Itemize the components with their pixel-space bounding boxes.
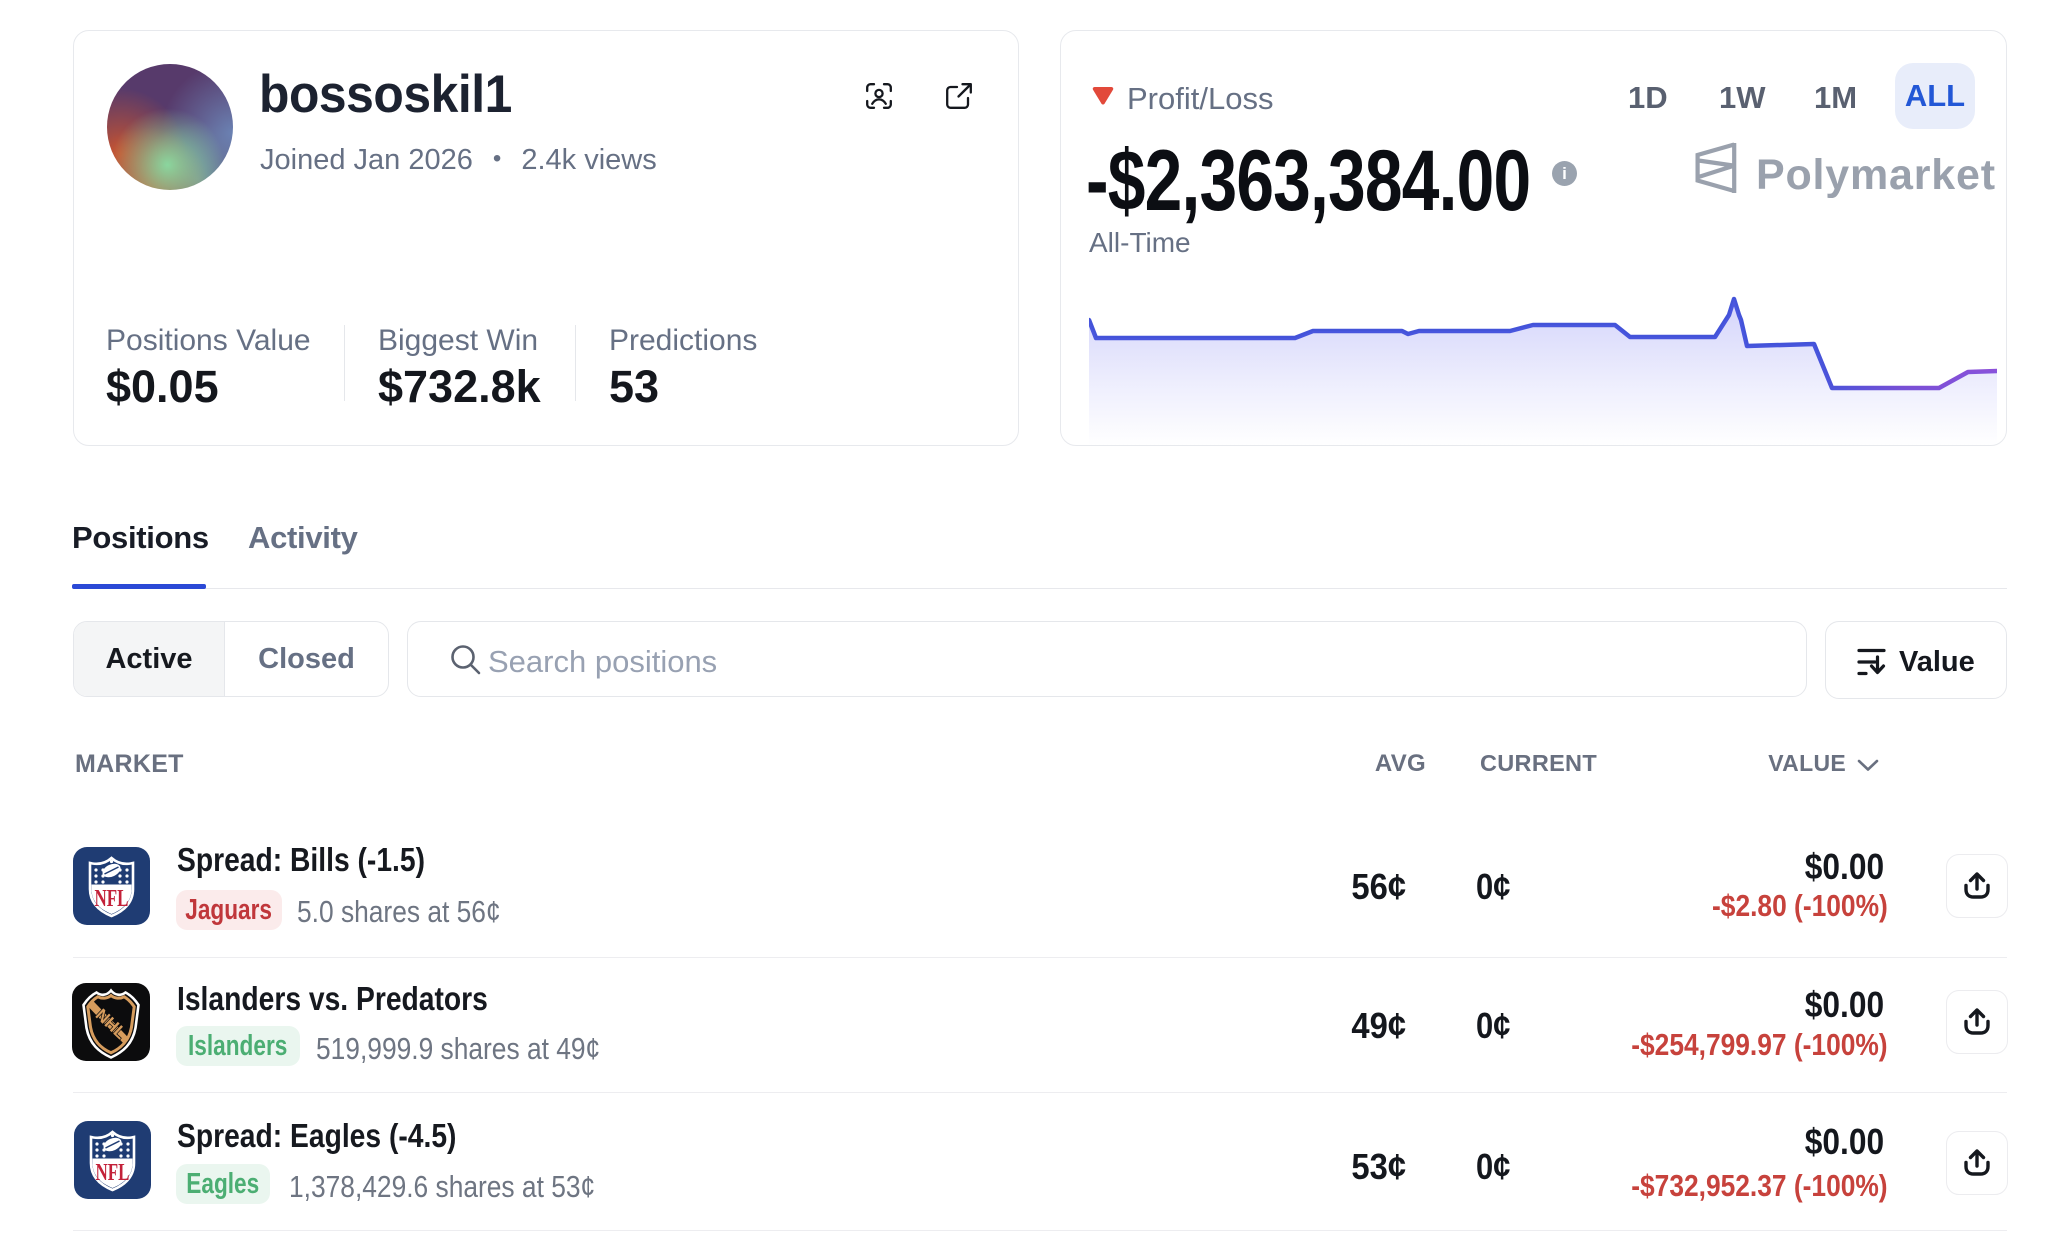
svg-text:NFL: NFL bbox=[95, 886, 129, 912]
svg-text:NFL: NFL bbox=[96, 1160, 130, 1186]
